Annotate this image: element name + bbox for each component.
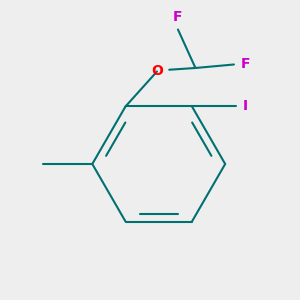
Text: F: F xyxy=(241,58,250,71)
Text: I: I xyxy=(243,100,248,113)
Text: O: O xyxy=(151,64,163,79)
Text: F: F xyxy=(173,10,183,24)
